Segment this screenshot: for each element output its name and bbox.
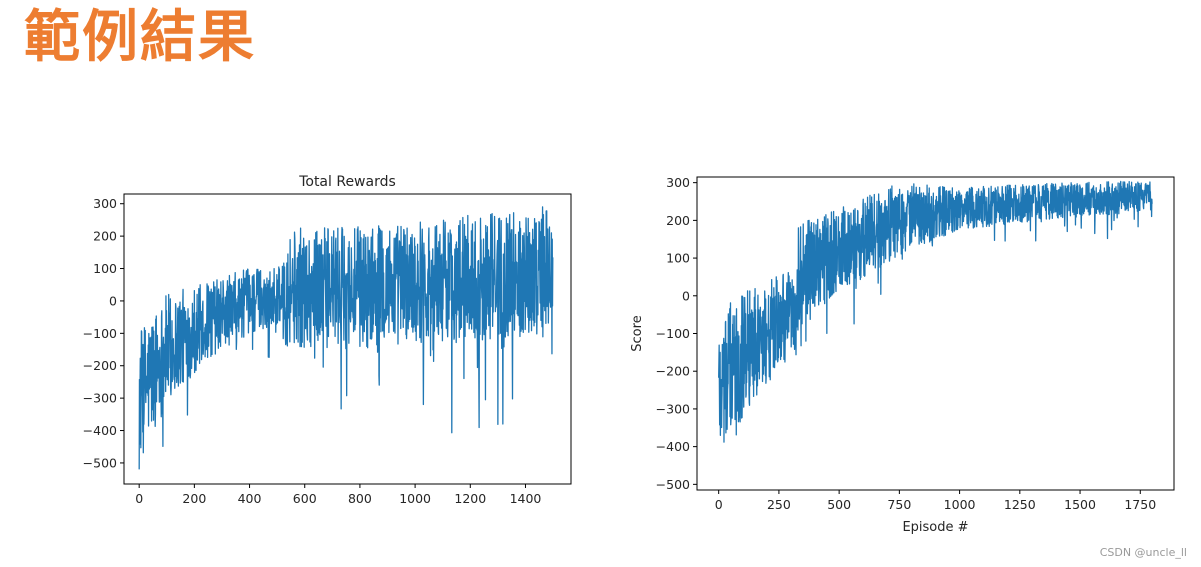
chart-2: 0 250 500 750 1000 1250 1500 17503002001000−100… <box>630 175 1175 535</box>
x-tick-label: 600 <box>293 491 317 506</box>
y-tick-label: 300 <box>666 175 690 190</box>
x-tick-label: 1500 <box>1064 497 1096 512</box>
y-tick-label: −100 <box>83 326 117 341</box>
x-tick-label: 800 <box>348 491 372 506</box>
chart-2-series-line <box>718 180 1153 443</box>
y-tick-label: 300 <box>93 196 117 211</box>
chart-1-frame <box>123 193 572 485</box>
y-tick-label: −100 <box>656 326 690 341</box>
y-tick-label: 0 <box>682 288 690 303</box>
x-tick-label: 250 <box>767 497 791 512</box>
y-tick-label: 100 <box>93 261 117 276</box>
x-tick-label: 1400 <box>510 491 542 506</box>
x-tick-label: 0 <box>715 497 723 512</box>
x-tick-label: 500 <box>827 497 851 512</box>
chart-1-series-line <box>138 206 554 470</box>
y-tick-label: 0 <box>109 293 117 308</box>
csdn-watermark: CSDN @uncle_ll <box>1099 546 1187 559</box>
y-tick-label: −200 <box>656 364 690 379</box>
x-tick-label: 0 <box>135 491 143 506</box>
chart-1-title: Total Rewards <box>298 174 396 190</box>
y-tick-label: −500 <box>656 477 690 492</box>
chart-1: 0 200 400 600 800 1000 1200 14003002001000−100−… <box>83 174 572 506</box>
x-tick-label: 750 <box>887 497 911 512</box>
chart-2-ylabel: Score <box>630 315 645 351</box>
x-tick-label: 1000 <box>399 491 431 506</box>
y-tick-label: 200 <box>666 213 690 228</box>
x-tick-label: 1000 <box>944 497 976 512</box>
slide-title: 範例結果 <box>24 5 256 70</box>
y-tick-label: −300 <box>656 401 690 416</box>
y-tick-label: −200 <box>83 358 117 373</box>
y-tick-label: 100 <box>666 251 690 266</box>
x-tick-label: 400 <box>238 491 262 506</box>
x-tick-label: 1200 <box>454 491 486 506</box>
x-tick-label: 200 <box>182 491 206 506</box>
y-tick-label: −300 <box>83 391 117 406</box>
x-tick-label: 1250 <box>1004 497 1036 512</box>
x-tick-label: 1750 <box>1124 497 1156 512</box>
chart-2-xlabel: Episode # <box>902 520 968 535</box>
y-tick-label: −400 <box>83 423 117 438</box>
y-tick-label: 200 <box>93 229 117 244</box>
y-tick-label: −400 <box>656 439 690 454</box>
y-tick-label: −500 <box>83 455 117 470</box>
